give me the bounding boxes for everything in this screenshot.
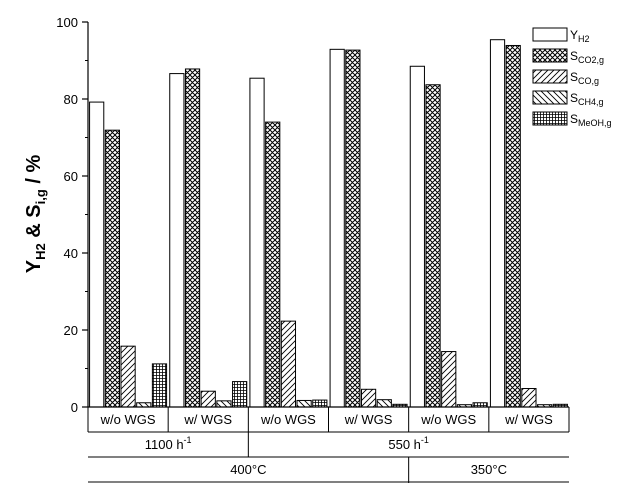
category-label: w/ WGS xyxy=(344,412,393,427)
bar-sch4-1 xyxy=(216,400,232,408)
bar-sco-3 xyxy=(360,388,377,408)
legend-label-sch4: SCH4,g xyxy=(570,91,604,107)
y-tick-label: 20 xyxy=(64,323,78,338)
bar-sco-2 xyxy=(280,320,297,408)
bar-sco-1 xyxy=(200,390,216,408)
legend-label-smeoh: SMeOH,g xyxy=(570,112,612,128)
bar-yh2-4 xyxy=(409,65,425,408)
bar-smeoh-2 xyxy=(312,399,328,408)
axes: 0 20 40 60 80 100 w/o WGS w/ WGS w/o WGS w/ WGS w/… xyxy=(56,15,570,488)
bar-sco-5 xyxy=(521,388,537,408)
group-label: 1100 h-1 xyxy=(145,435,192,452)
bar-sco2-3 xyxy=(345,49,361,408)
bar-sch4-0 xyxy=(136,402,152,408)
category-label: w/o WGS xyxy=(100,412,156,427)
legend-swatch-smeoh xyxy=(532,111,568,126)
bar-sch4-3 xyxy=(376,399,392,408)
bar-yh2-3 xyxy=(329,48,345,408)
bar-yh2-2 xyxy=(249,77,265,408)
group-label: 350°C xyxy=(471,462,507,477)
legend-swatch-sch4 xyxy=(532,90,568,105)
y-tick-label: 80 xyxy=(64,92,78,107)
bar-sco2-2 xyxy=(265,121,281,408)
plot-area xyxy=(89,39,568,408)
category-label: w/ WGS xyxy=(183,412,232,427)
legend-label-yh2: YH2 xyxy=(570,28,590,44)
category-label: w/o WGS xyxy=(260,412,316,427)
group-label: 400°C xyxy=(230,462,266,477)
bar-sco2-4 xyxy=(425,84,441,408)
bar-sco2-1 xyxy=(184,68,201,408)
bar-sco2-0 xyxy=(104,129,120,408)
bar-smeoh-0 xyxy=(151,363,168,408)
category-label: w/ WGS xyxy=(504,412,553,427)
bar-smeoh-1 xyxy=(232,381,248,408)
legend-swatch-yh2 xyxy=(532,27,568,42)
bar-yh2-0 xyxy=(89,101,105,408)
y-axis-title: YH2 & Si,g / % xyxy=(23,155,48,274)
bar-sco2-5 xyxy=(505,44,521,408)
bar-sco-4 xyxy=(441,351,457,408)
group-label: 550 h-1 xyxy=(388,435,429,452)
y-tick-label: 40 xyxy=(64,246,78,261)
bar-sch4-2 xyxy=(296,399,312,408)
category-label: w/o WGS xyxy=(420,412,476,427)
legend-label-sco: SCO,g xyxy=(570,70,599,86)
y-tick-label: 0 xyxy=(71,400,78,415)
bar-sco-0 xyxy=(120,345,136,408)
legend-swatch-sco2 xyxy=(532,48,568,63)
y-tick-label: 100 xyxy=(56,15,78,30)
legend: YH2 SCO2,g SCO,g SCH4,g SMeOH,g xyxy=(532,27,612,128)
bar-yh2-1 xyxy=(169,73,185,408)
legend-label-sco2: SCO2,g xyxy=(570,49,604,65)
y-tick-label: 60 xyxy=(64,169,78,184)
bar-yh2-5 xyxy=(489,39,506,408)
legend-swatch-sco xyxy=(532,69,568,84)
bar-smeoh-4 xyxy=(472,402,488,408)
